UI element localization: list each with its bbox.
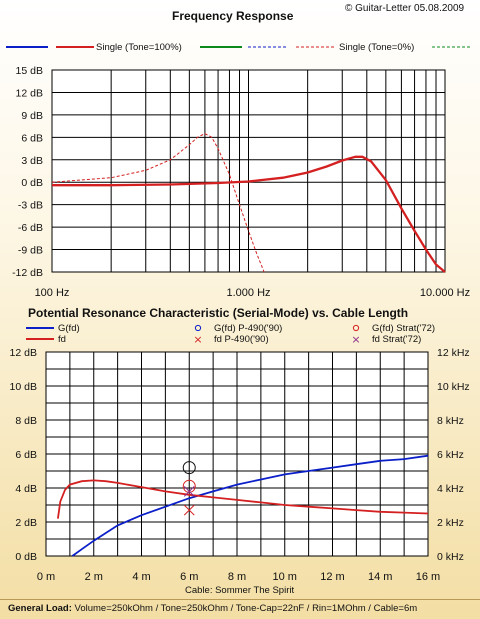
chart-2-xlabel: Cable: Sommer The Spirit <box>185 585 295 596</box>
y-tick-label: 6 dB <box>21 132 43 144</box>
legend-2-fd-strat: fd Strat('72) <box>372 334 422 345</box>
footer-divider <box>0 599 480 600</box>
y-tick-label: 0 dB <box>21 177 43 189</box>
y-tick-label-right: 10 kHz <box>437 381 470 393</box>
y-tick-label: 12 dB <box>16 87 43 99</box>
y-tick-label-left: 10 dB <box>10 381 37 393</box>
x-tick-label: 14 m <box>368 571 392 583</box>
legend-1-label-1: Single (Tone=100%) <box>96 42 182 53</box>
y-tick-label: -6 dB <box>18 222 43 234</box>
y-tick-label-right: 6 kHz <box>437 449 464 461</box>
chart-1-title: Frequency Response <box>172 9 294 23</box>
x-tick-label: 2 m <box>85 571 103 583</box>
y-tick-label-left: 4 dB <box>15 483 37 495</box>
x-tick-label: 0 m <box>37 571 55 583</box>
x-tick-label: 12 m <box>320 571 344 583</box>
legend-2-symbol-gfd-strat <box>352 324 360 332</box>
x-tick-label: 8 m <box>228 571 246 583</box>
marker-0 <box>182 461 196 475</box>
x-tick-label: 10 m <box>273 571 297 583</box>
chart-2-title: Potential Resonance Characteristic (Seri… <box>28 306 409 320</box>
y-tick-label: 3 dB <box>21 155 43 167</box>
x-tick-label: 4 m <box>132 571 150 583</box>
marker-stroke <box>183 486 195 497</box>
x-tick-label: 100 Hz <box>35 287 70 299</box>
series-line-tone-100 <box>52 155 446 273</box>
x-tick-label: 10.000 Hz <box>420 287 470 299</box>
footer: General Load: Volume=250kOhm / Tone=250k… <box>8 603 417 614</box>
y-tick-label-left: 6 dB <box>15 449 37 461</box>
series-line-fd <box>57 479 429 519</box>
footer-text: Volume=250kOhm / Tone=250kOhm / Tone-Cap… <box>74 603 418 614</box>
legend-2-gfd-strat: G(fd) Strat('72) <box>372 323 436 334</box>
plot-border-2 <box>45 351 429 557</box>
marker-3 <box>183 486 195 497</box>
y-tick-label-left: 12 dB <box>10 347 37 359</box>
marker-stroke <box>183 504 195 516</box>
y-tick-label-right: 2 kHz <box>437 517 464 529</box>
y-tick-label-right: 0 kHz <box>437 551 464 563</box>
y-tick-label-right: 12 kHz <box>437 347 470 359</box>
y-tick-label: 15 dB <box>16 65 43 77</box>
y-tick-label: -9 dB <box>18 245 43 257</box>
legend-2-symbol-gfd-p490 <box>194 324 202 332</box>
legend-2-gfd-p490: G(fd) P-490('90) <box>214 323 283 334</box>
y-tick-label-left: 0 dB <box>15 551 37 563</box>
x-tick-label: 16 m <box>416 571 440 583</box>
x-tick-label: 6 m <box>180 571 198 583</box>
legend-2-fd: fd <box>58 334 66 345</box>
y-tick-label-right: 4 kHz <box>437 483 464 495</box>
y-tick-label-left: 2 dB <box>15 517 37 529</box>
marker-1 <box>183 504 195 516</box>
legend-2-fd-p490: fd P-490('90) <box>214 334 269 345</box>
series-line-gfd <box>71 454 429 557</box>
y-tick-label: -12 dB <box>12 267 43 279</box>
y-tick-label: -3 dB <box>18 200 43 212</box>
legend-2-gfd: G(fd) <box>58 323 80 334</box>
y-tick-label: 9 dB <box>21 110 43 122</box>
legend-2-symbol-fd-strat: × <box>351 333 360 346</box>
x-tick-label: 1.000 Hz <box>226 287 270 299</box>
footer-label: General Load: <box>8 603 72 614</box>
plot-border-1 <box>51 69 446 273</box>
y-tick-label-right: 8 kHz <box>437 415 464 427</box>
copyright-text: © Guitar-Letter 05.08.2009 <box>345 3 465 14</box>
legend-2-symbol-fd-p490: × <box>193 333 202 346</box>
marker-2 <box>182 479 196 493</box>
y-tick-label-left: 8 dB <box>15 415 37 427</box>
legend-1-label-4: Single (Tone=0%) <box>339 42 415 53</box>
